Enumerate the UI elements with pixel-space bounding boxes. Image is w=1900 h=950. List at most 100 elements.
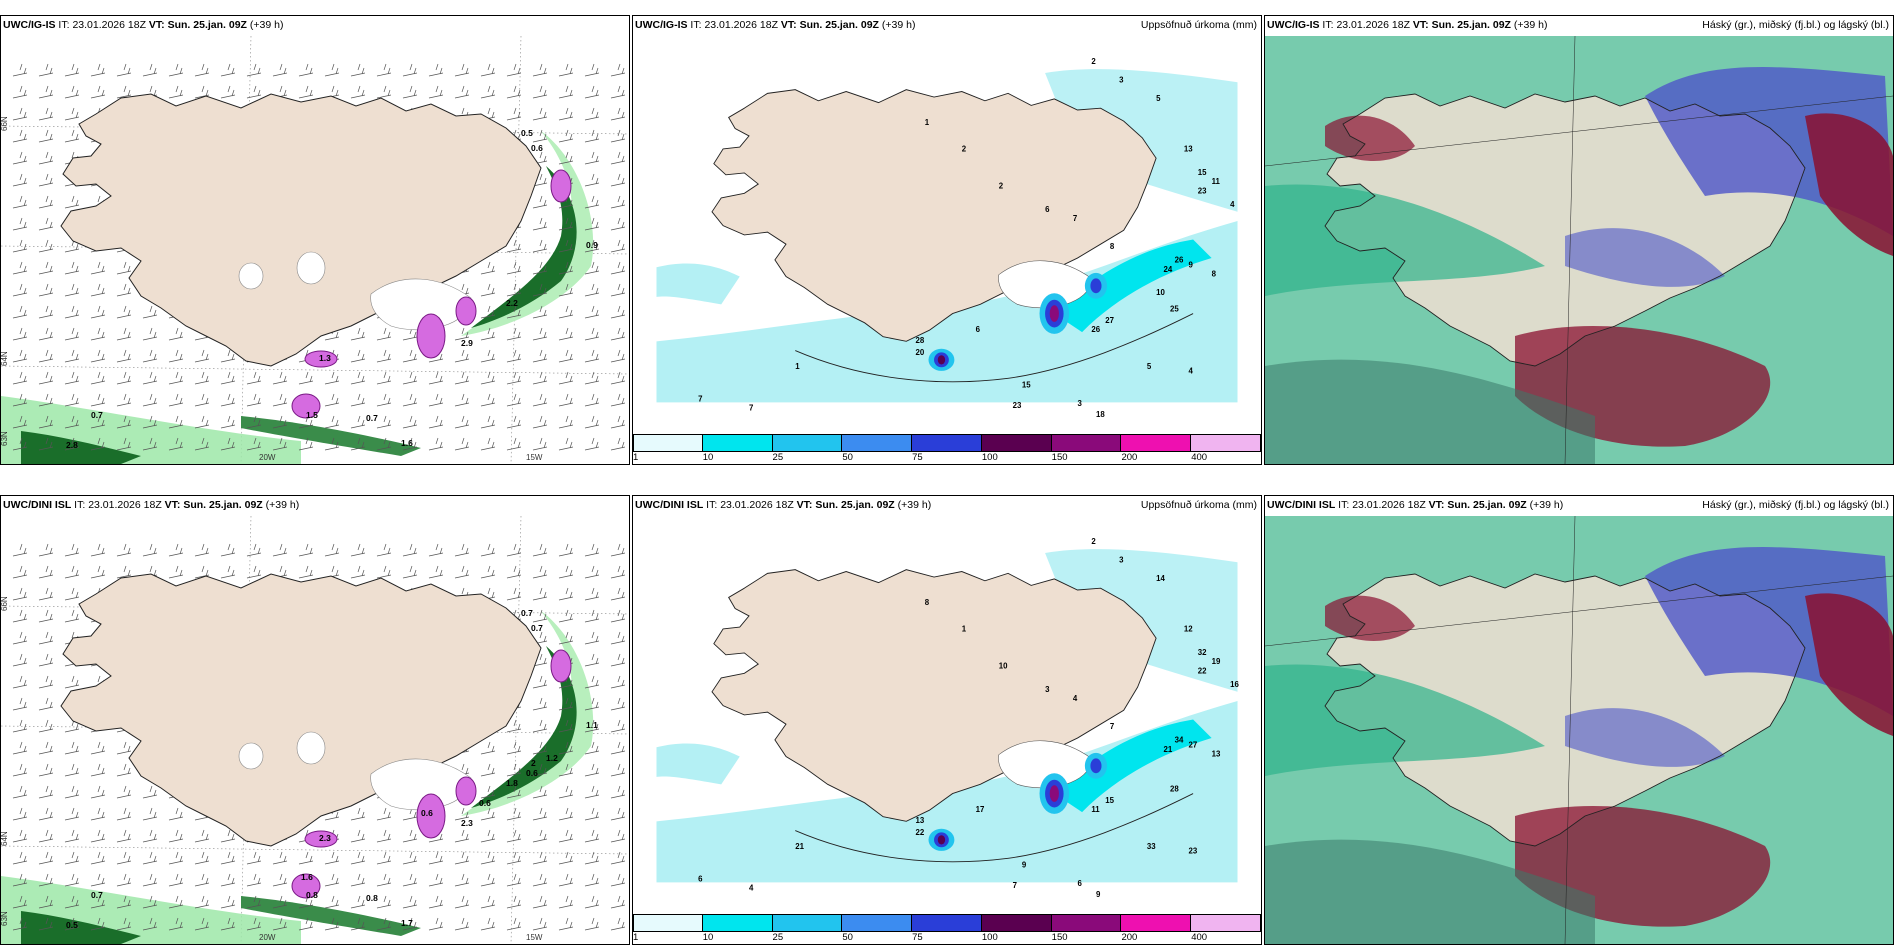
wind-barb [480,763,496,777]
wind-barb [350,807,366,821]
wind-barb [142,785,158,799]
precip-band [461,611,594,816]
wind-barb [90,371,106,385]
value-label: 6 [698,874,703,883]
value-label: 22 [916,828,925,837]
wind-barb [64,807,80,821]
value-label: 2 [999,182,1004,191]
wind-barb [532,415,548,429]
coastline [1324,573,1806,847]
high-cloud [1265,839,1595,944]
value-label: 3 [1045,685,1050,694]
wind-barb [350,371,366,385]
latitude-label: 64N [1,831,9,846]
wind-barb [558,151,574,165]
value-label: 0.6 [421,808,433,818]
wind-barb [220,543,236,557]
colorbar-swatch [981,434,1052,452]
wind-barb [168,349,184,363]
wind-barb [350,85,366,99]
wind-barb [428,565,444,579]
wind-barb [584,873,600,887]
wind-barb [90,543,106,557]
wind-barb [454,851,470,865]
wind-barb [428,917,444,931]
wind-barb [38,609,54,623]
colorbar-swatch [633,914,703,932]
value-label: 26 [1175,256,1184,265]
colorbar-label: 50 [842,452,853,463]
wind-barb [532,195,548,209]
wind-barb [532,697,548,711]
value-label: 7 [1110,722,1115,731]
value-label: 23 [1198,186,1207,195]
wind-barb [220,393,236,407]
colorbar-swatch [702,914,773,932]
value-label: 26 [1091,325,1100,334]
precip-band [21,431,141,464]
wind-barb [558,415,574,429]
wind-barb [90,261,106,275]
wind-barb [194,895,210,909]
value-label: 1.6 [401,438,413,448]
wind-barb [116,261,132,275]
wind-barb [584,107,600,121]
wind-barb [116,741,132,755]
wind-barb [584,829,600,843]
value-label: 2.3 [461,818,473,828]
wind-barb [428,85,444,99]
contour-line [795,313,1194,383]
wind-barb [532,349,548,363]
precip-cell [291,393,321,419]
wind-barb [168,807,184,821]
wind-barb [64,63,80,77]
wind-barb [64,741,80,755]
wind-barb [350,895,366,909]
wind-barb [38,719,54,733]
wind-barb [480,895,496,909]
wind-barb [38,195,54,209]
panel-title: UWC/DINI ISL IT: 23.01.2026 18Z VT: Sun.… [635,499,932,511]
wind-barb [12,195,28,209]
wind-barb [376,415,392,429]
wind-barb [272,895,288,909]
wind-barb [428,437,444,451]
wind-barb [38,543,54,557]
wind-barb [64,349,80,363]
panel-cloud-igis: UWC/IG-IS IT: 23.01.2026 18Z VT: Sun. 25… [1264,15,1894,465]
glacier [370,758,472,811]
wind-barb [402,85,418,99]
low-cloud [1805,113,1893,256]
wind-barb [38,261,54,275]
wind-barb [194,415,210,429]
wind-barb [90,327,106,341]
wind-barb [376,371,392,385]
wind-barb [298,437,314,451]
wind-barb [584,349,600,363]
colorbar-label: 400 [1191,932,1208,943]
colorbar-label: 1 [633,452,639,463]
wind-barb [12,327,28,341]
wind-barb [506,763,522,777]
value-label: 1.3 [319,353,331,363]
wind-barb [610,719,626,733]
value-label: 0.7 [531,623,543,633]
wind-barb [584,719,600,733]
wind-barb [506,371,522,385]
value-label: 21 [795,842,804,851]
wind-barb [90,807,106,821]
wind-barb [584,653,600,667]
wind-barb [90,565,106,579]
high-cloud [1265,664,1545,776]
wind-barb [428,543,444,557]
wind-barb [610,437,626,451]
wind-barb [246,851,262,865]
wind-barb [480,543,496,557]
wind-barb [246,543,262,557]
wind-barb [480,785,496,799]
wind-barb [558,349,574,363]
value-label: 13 [1212,750,1221,759]
wind-barb [584,195,600,209]
wind-barb [324,371,340,385]
value-label: 25 [1170,305,1179,314]
